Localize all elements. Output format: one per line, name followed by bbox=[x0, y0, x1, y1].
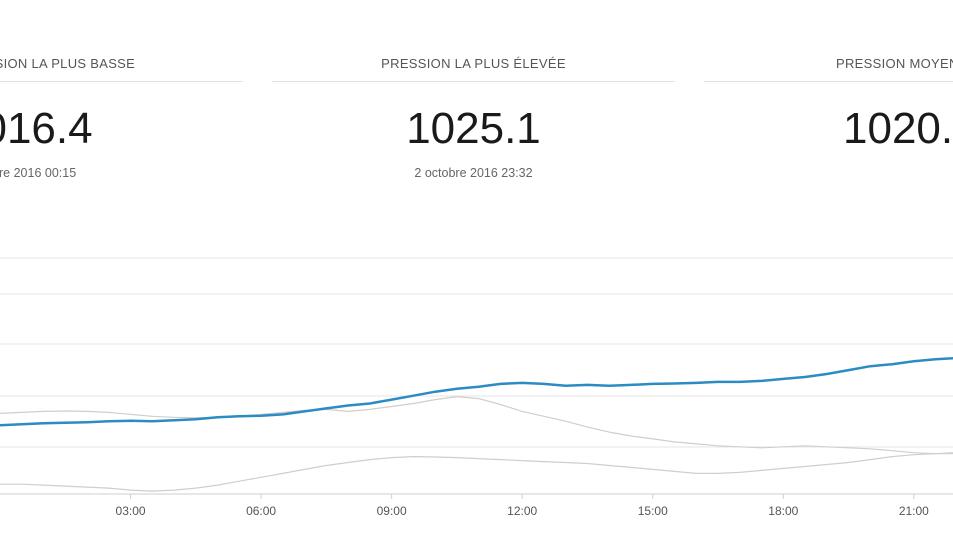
stat-highest-value: 1025.1 bbox=[406, 104, 541, 153]
x-tick-label: 18:00 bbox=[768, 504, 798, 518]
stat-average-label: PRESSION MOYENNE bbox=[836, 56, 953, 71]
stat-lowest-date: 2 octobre 2016 00:15 bbox=[0, 166, 77, 180]
stat-average-value: 1020.7 bbox=[843, 104, 953, 153]
stat-highest-date: 2 octobre 2016 23:32 bbox=[414, 166, 533, 180]
x-tick-label: 06:00 bbox=[246, 504, 276, 518]
x-tick-label: 21:00 bbox=[899, 504, 929, 518]
stat-divider bbox=[704, 81, 953, 82]
pressure-line-chart: 03:00 06:00 09:00 12:00 15:00 18:00 21:00 bbox=[0, 257, 953, 518]
stat-divider bbox=[0, 81, 243, 82]
stat-lowest-label: PRESSION LA PLUS BASSE bbox=[0, 56, 136, 71]
series-line-secondary bbox=[0, 396, 953, 455]
stat-lowest-pressure: PRESSION LA PLUS BASSE 1016.4 2 octobre … bbox=[0, 0, 243, 200]
x-tick-label: 09:00 bbox=[377, 504, 407, 518]
x-tick-label: 03:00 bbox=[116, 504, 146, 518]
stat-divider bbox=[272, 81, 675, 82]
stat-highest-pressure: PRESSION LA PLUS ÉLEVÉE 1025.1 2 octobre… bbox=[272, 0, 675, 200]
stat-highest-label: PRESSION LA PLUS ÉLEVÉE bbox=[381, 56, 566, 71]
x-tick-label: 12:00 bbox=[507, 504, 537, 518]
series-line-secondary bbox=[0, 452, 953, 492]
x-tick-label: 15:00 bbox=[638, 504, 668, 518]
stat-lowest-value: 1016.4 bbox=[0, 104, 93, 153]
series-line-primary bbox=[0, 357, 953, 427]
stat-average-pressure: PRESSION MOYENNE 1020.7 bbox=[704, 0, 953, 200]
